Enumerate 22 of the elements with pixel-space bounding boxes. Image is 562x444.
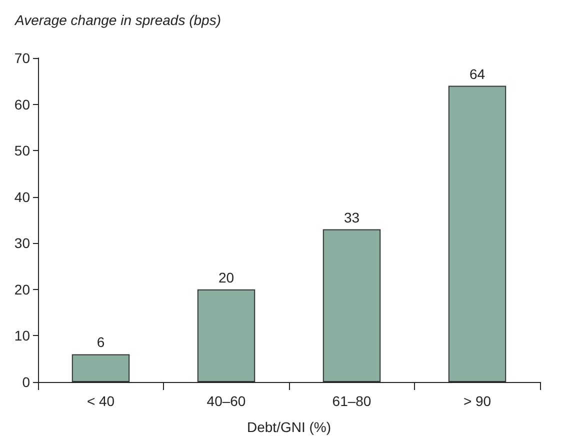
data-label: 6: [96, 334, 105, 350]
y-tick-label: 60: [14, 96, 30, 112]
data-label: 64: [469, 66, 486, 82]
y-tick-label: 30: [14, 235, 30, 252]
y-axis-title: Average change in spreads (bps): [14, 12, 221, 28]
x-tick-label: < 40: [86, 393, 115, 409]
y-tick-label: 20: [14, 281, 30, 298]
data-label: 33: [344, 209, 360, 226]
y-tick-label: 10: [14, 328, 30, 344]
x-tick-label: > 90: [463, 393, 492, 409]
y-tick-label: 50: [14, 142, 30, 159]
y-tick-label: 70: [14, 50, 30, 66]
y-tick-label: 0: [22, 374, 30, 390]
data-label: 20: [218, 269, 234, 286]
bar: [322, 229, 381, 382]
bar: [448, 86, 506, 382]
bar: [72, 354, 130, 382]
bar: [197, 289, 256, 382]
x-tick-label: 61–80: [332, 393, 372, 409]
x-tick-label: 40–60: [206, 393, 246, 409]
y-tick-label: 40: [14, 188, 30, 205]
x-axis-title: Debt/GNI (%): [246, 419, 332, 435]
